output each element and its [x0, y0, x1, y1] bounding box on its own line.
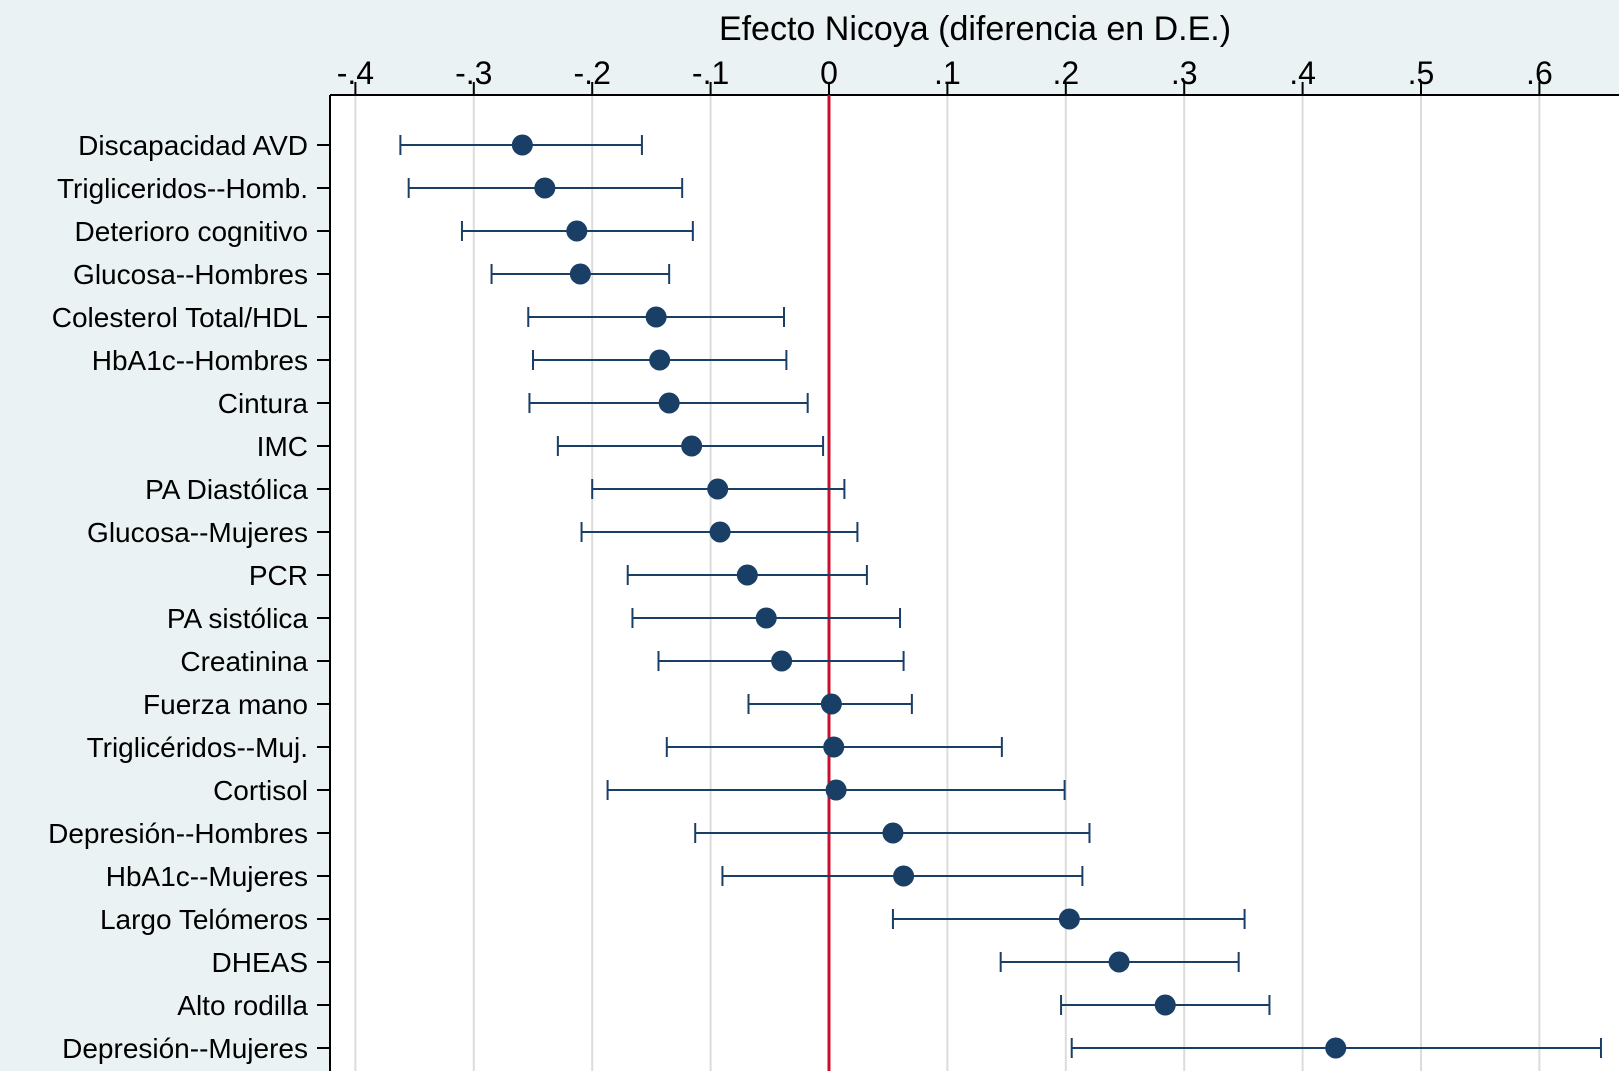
x-tick-label: -.3: [455, 55, 492, 91]
x-tick-label: -.1: [692, 55, 729, 91]
x-tick-label: .6: [1526, 55, 1553, 91]
category-label: DHEAS: [212, 947, 308, 978]
point-estimate: [823, 736, 845, 758]
category-label: Deterioro cognitivo: [75, 216, 308, 247]
axes: [317, 82, 1619, 1071]
category-label: Discapacidad AVD: [78, 130, 308, 161]
point-estimate: [1108, 951, 1130, 973]
category-label: HbA1c--Mujeres: [106, 861, 308, 892]
x-tick-label: .4: [1289, 55, 1316, 91]
point-estimate: [893, 865, 915, 887]
x-tick-label: .5: [1408, 55, 1435, 91]
x-tick-labels: -.4 -.3 -.2 -.1 0 .1 .2 .3 .4 .5 .6: [337, 55, 1553, 91]
point-estimate: [825, 779, 847, 801]
point-estimate: [534, 177, 556, 199]
category-label: Cortisol: [213, 775, 308, 806]
data-marks: [399, 134, 1602, 1059]
point-estimate: [511, 134, 533, 156]
x-tick-label: .1: [934, 55, 961, 91]
point-estimate: [882, 822, 904, 844]
x-tick-label: .3: [1171, 55, 1198, 91]
category-label: PCR: [249, 560, 308, 591]
category-label: IMC: [257, 431, 308, 462]
category-label: Largo Telómeros: [100, 904, 308, 935]
point-estimate: [707, 478, 729, 500]
point-estimate: [709, 521, 731, 543]
point-estimate: [1058, 908, 1080, 930]
point-estimate: [1325, 1037, 1347, 1059]
category-label: Glucosa--Hombres: [73, 259, 308, 290]
point-estimate: [755, 607, 777, 629]
point-estimate: [820, 693, 842, 715]
x-tick-label: -.4: [337, 55, 374, 91]
category-label: Alto rodilla: [177, 990, 308, 1021]
point-estimate: [658, 392, 680, 414]
category-labels: Discapacidad AVD Trigliceridos--Homb. Dete…: [48, 130, 308, 1064]
category-label: Depresión--Mujeres: [62, 1033, 308, 1064]
point-estimate: [771, 650, 793, 672]
category-label: Glucosa--Mujeres: [87, 517, 308, 548]
category-label: Trigliceridos--Homb.: [57, 173, 308, 204]
category-label: PA Diastólica: [145, 474, 308, 505]
x-tick-label: 0: [820, 55, 838, 91]
category-label: PA sistólica: [167, 603, 309, 634]
point-estimate: [681, 435, 703, 457]
point-estimate: [736, 564, 758, 586]
point-estimate: [649, 349, 671, 371]
category-label: Depresión--Hombres: [48, 818, 308, 849]
category-label: Fuerza mano: [143, 689, 308, 720]
category-label: Creatinina: [180, 646, 308, 677]
x-tick-label: .2: [1052, 55, 1079, 91]
x-tick-label: -.2: [574, 55, 611, 91]
point-estimate: [1154, 994, 1176, 1016]
point-estimate: [645, 306, 667, 328]
category-label: Triglicéridos--Muj.: [87, 732, 308, 763]
plot-area: [330, 95, 1619, 1071]
point-estimate: [569, 263, 591, 285]
point-estimate: [566, 220, 588, 242]
category-label: Colesterol Total/HDL: [52, 302, 308, 333]
chart-title: Efecto Nicoya (diferencia en D.E.): [719, 10, 1231, 48]
category-label: HbA1c--Hombres: [92, 345, 308, 376]
category-label: Cintura: [218, 388, 309, 419]
